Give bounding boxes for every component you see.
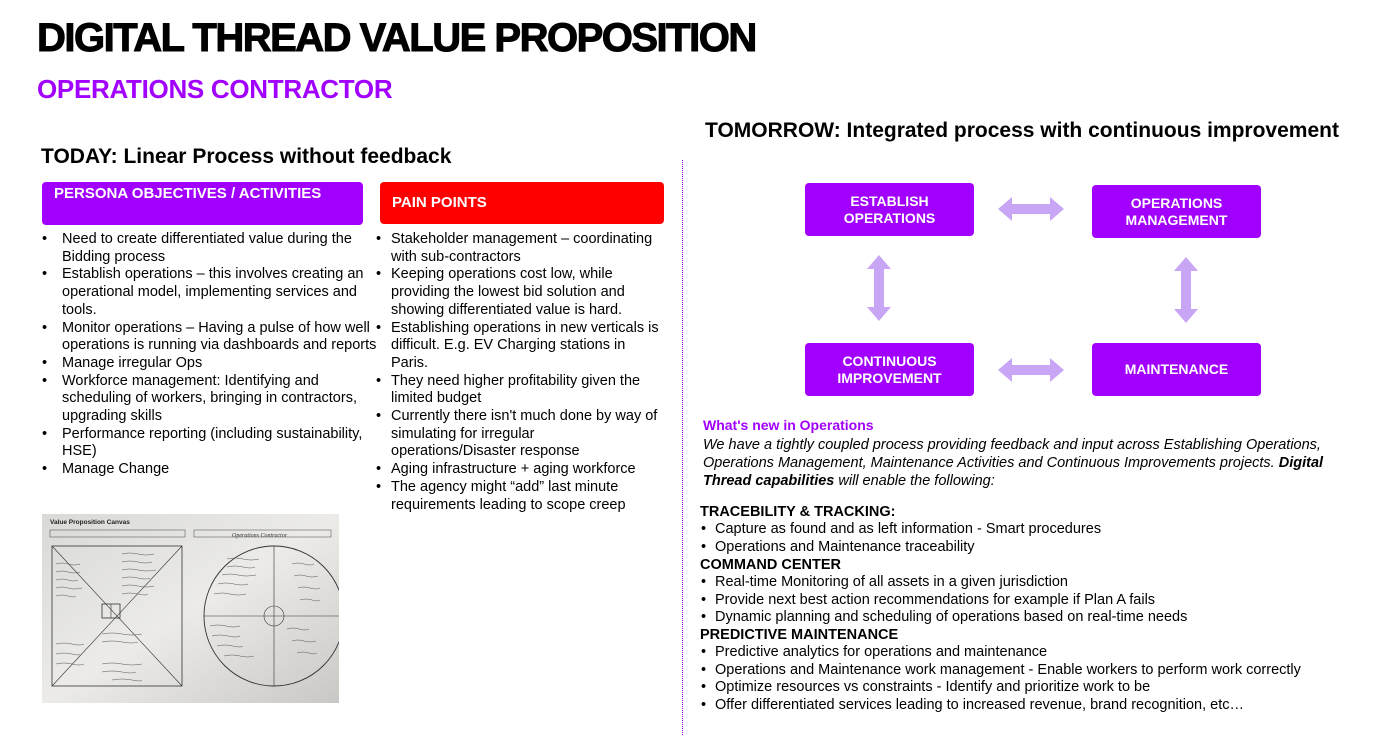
list-item: Dynamic planning and scheduling of opera… [700,609,1370,627]
persona-objectives-list: Need to create differentiated value duri… [42,231,384,479]
traceability-section: TRACEBILITY & TRACKING: Capture as found… [700,503,1370,556]
page-subtitle: OPERATIONS CONTRACTOR [37,74,393,104]
whats-new-heading: What's new in Operations [703,417,874,433]
list-item: Manage Change [42,461,384,479]
establish-operations-box: ESTABLISH OPERATIONS [805,183,974,236]
double-arrow-vertical-icon [1174,257,1198,323]
operations-management-box: OPERATIONS MANAGEMENT [1092,185,1261,238]
canvas-handwritten-title: Operations Contractor [232,533,288,539]
list-item: Establish operations – this involves cre… [42,266,384,319]
list-item: Operations and Maintenance work manageme… [700,662,1370,680]
command-center-section: COMMAND CENTER Real-time Monitoring of a… [700,556,1370,627]
section-divider [682,160,683,735]
list-item: Establishing operations in new verticals… [376,320,661,373]
list-item: Currently there isn't much done by way o… [376,408,661,461]
list-item: Optimize resources vs constraints - Iden… [700,679,1370,697]
list-item: Predictive analytics for operations and … [700,644,1370,662]
list-item: Aging infrastructure + aging workforce [376,461,661,479]
intro-paragraph: We have a tightly coupled process provid… [703,437,1324,489]
list-item: Performance reporting (including sustain… [42,426,384,461]
page-title: DIGITAL THREAD VALUE PROPOSITION [37,16,758,61]
list-item: Stakeholder management – coordinating wi… [376,231,661,266]
list-item: They need higher profitability given the… [376,373,661,408]
canvas-title: Value Proposition Canvas [50,519,130,526]
list-item: Workforce management: Identifying and sc… [42,373,384,426]
tomorrow-heading: TOMORROW: Integrated process with contin… [705,119,1339,142]
pain-points-tag: PAIN POINTS [380,182,664,224]
persona-objectives-tag: PERSONA OBJECTIVES / ACTIVITIES [42,182,363,225]
section-heading: COMMAND CENTER [700,557,841,573]
list-item: Need to create differentiated value duri… [42,231,384,266]
list-item: Offer differentiated services leading to… [700,697,1370,715]
today-heading: TODAY: Linear Process without feedback [41,145,452,168]
list-item: The agency might “add” last minute requi… [376,479,661,514]
double-arrow-vertical-icon [867,255,891,321]
predictive-maintenance-section: PREDICTIVE MAINTENANCE Predictive analyt… [700,626,1370,715]
list-item: Real-time Monitoring of all assets in a … [700,574,1370,592]
value-proposition-canvas-photo: Value Proposition Canvas Operations Cont… [42,514,339,703]
list-item: Manage irregular Ops [42,355,384,373]
maintenance-box: MAINTENANCE [1092,343,1261,396]
double-arrow-horizontal-icon [998,358,1064,382]
list-item: Keeping operations cost low, while provi… [376,266,661,319]
pain-points-list: Stakeholder management – coordinating wi… [376,231,661,514]
list-item: Monitor operations – Having a pulse of h… [42,320,384,355]
continuous-improvement-box: CONTINUOUS IMPROVEMENT [805,343,974,396]
section-heading: TRACEBILITY & TRACKING: [700,504,896,520]
double-arrow-horizontal-icon [998,197,1064,221]
list-item: Operations and Maintenance traceability [700,539,1370,557]
section-heading: PREDICTIVE MAINTENANCE [700,627,899,643]
list-item: Provide next best action recommendations… [700,592,1370,610]
list-item: Capture as found and as left information… [700,521,1370,539]
